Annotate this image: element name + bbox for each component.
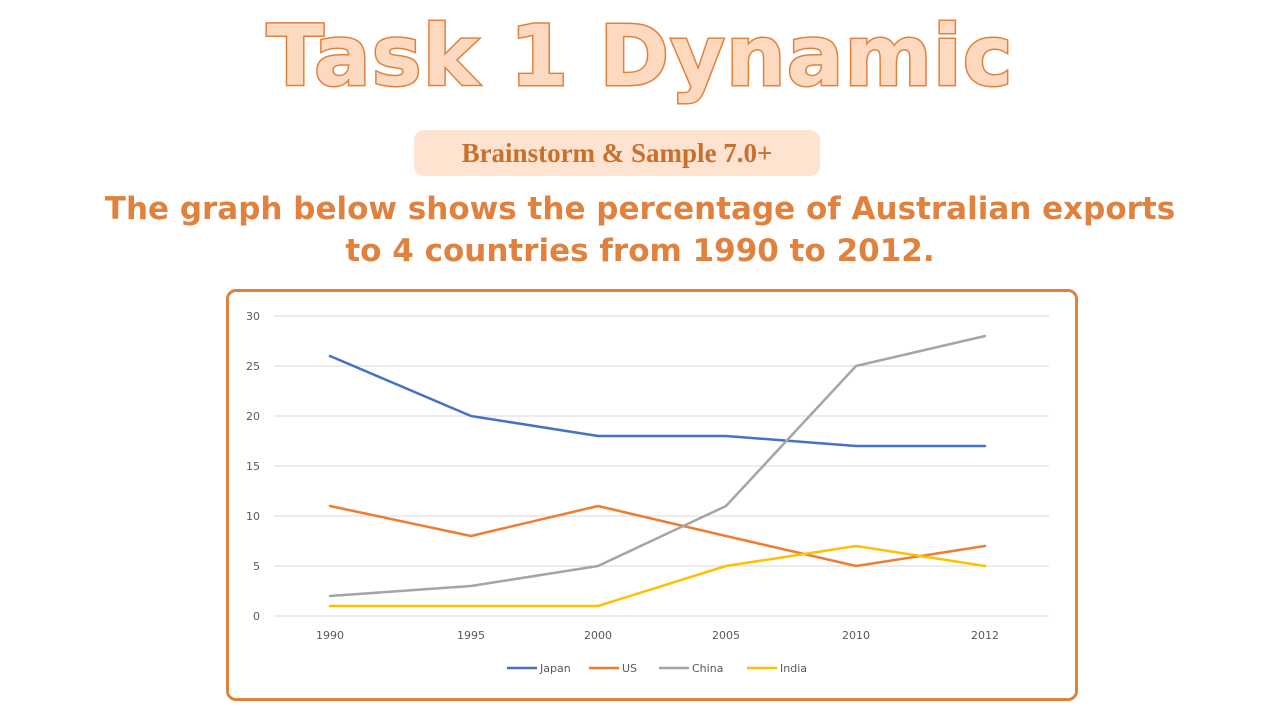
series-line-china [328, 334, 987, 598]
series-line-us [328, 504, 987, 568]
legend-label-us: US [622, 662, 637, 675]
y-tick-label: 20 [246, 410, 260, 423]
series-line-japan [328, 354, 987, 448]
x-tick-label: 2005 [712, 629, 740, 642]
legend-label-china: China [692, 662, 723, 675]
y-tick-label: 0 [253, 610, 260, 623]
grid-layer [274, 315, 1049, 617]
task-prompt: The graph below shows the percentage of … [0, 188, 1280, 272]
x-axis-ticks: 1990 1995 2000 2005 2010 2012 [316, 629, 999, 642]
series-line-india [328, 544, 987, 608]
brainstorm-badge: Brainstorm & Sample 7.0+ [414, 130, 820, 176]
chart-frame [226, 289, 1078, 701]
legend: Japan US China India [507, 662, 807, 675]
legend-label-japan: Japan [539, 662, 571, 675]
line-chart: 0 5 10 15 20 25 30 1990 1995 2000 2005 2010 2012 Ja… [246, 310, 1049, 675]
y-axis-ticks: 0 5 10 15 20 25 30 [246, 310, 260, 623]
y-tick-label: 15 [246, 460, 260, 473]
x-tick-label: 2012 [971, 629, 999, 642]
y-tick-label: 10 [246, 510, 260, 523]
y-tick-label: 5 [253, 560, 260, 573]
y-tick-label: 25 [246, 360, 260, 373]
page-title: Task 1 Dynamic [265, 7, 1014, 105]
x-tick-label: 1995 [457, 629, 485, 642]
legend-label-india: India [780, 662, 807, 675]
x-tick-label: 2010 [842, 629, 870, 642]
series-layer [328, 334, 987, 608]
y-tick-label: 30 [246, 310, 260, 323]
task-prompt-line-2: to 4 countries from 1990 to 2012. [345, 233, 935, 269]
x-tick-label: 1990 [316, 629, 344, 642]
x-tick-label: 2000 [584, 629, 612, 642]
task-prompt-line-1: The graph below shows the percentage of … [104, 191, 1176, 227]
